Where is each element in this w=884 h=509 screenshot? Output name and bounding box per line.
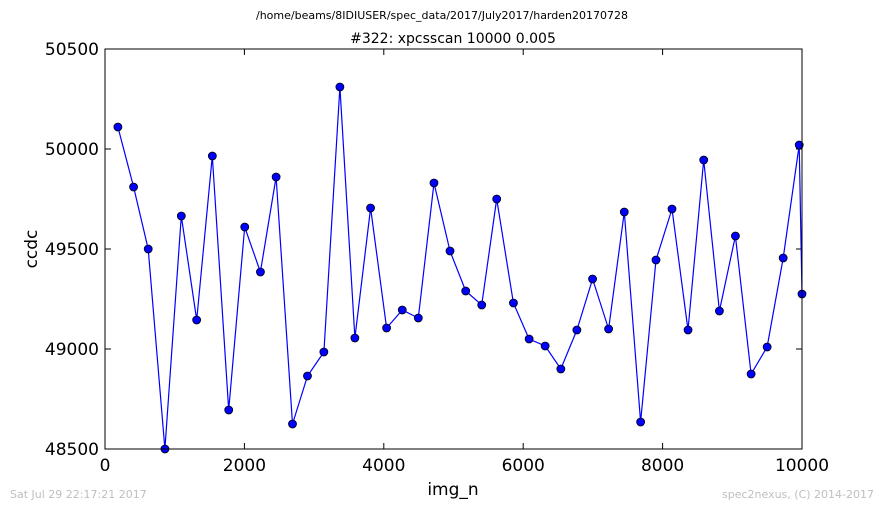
x-tick-label: 8000 [641, 456, 684, 476]
data-point [683, 325, 693, 335]
data-point [604, 324, 613, 334]
data-point [319, 347, 329, 357]
data-point [429, 178, 439, 188]
data-point [192, 315, 202, 325]
data-point [556, 364, 566, 374]
y-tick-label: 48500 [45, 440, 99, 460]
x-tick-label: 6000 [502, 456, 545, 476]
data-point [746, 369, 756, 379]
data-point [413, 313, 423, 323]
data-point [256, 267, 265, 277]
data-point [113, 122, 123, 132]
chart-title: #322: xpcsscan 10000 0.005 [350, 31, 556, 47]
data-point [445, 246, 455, 256]
data-point [731, 231, 740, 241]
data-point [240, 222, 250, 232]
y-tick-label: 49500 [45, 240, 99, 260]
data-point [778, 253, 788, 263]
y-tick-labels: 48500 49000 49500 50000 50500 [45, 40, 99, 460]
data-point [397, 305, 407, 315]
data-point [303, 371, 312, 381]
figure-suptitle: /home/beams/8IDIUSER/spec_data/2017/July… [256, 9, 628, 22]
y-tick-label: 50000 [45, 140, 99, 160]
series-markers [113, 82, 807, 454]
data-point [461, 286, 471, 296]
data-point [667, 204, 677, 214]
x-tick-labels: 0 2000 4000 6000 8000 10000 [100, 456, 829, 476]
data-point [350, 333, 360, 343]
data-point [540, 341, 550, 351]
data-point [651, 255, 661, 265]
data-point [524, 334, 534, 344]
data-point [588, 274, 597, 284]
data-point [477, 300, 487, 310]
data-point [715, 306, 724, 316]
x-tick-label: 4000 [362, 456, 405, 476]
data-point [335, 82, 345, 92]
data-point [794, 140, 804, 150]
data-point [271, 172, 281, 182]
series-line [117, 86, 803, 450]
data-point [176, 211, 186, 221]
footer-credit: spec2nexus, (C) 2014-2017 [722, 488, 874, 501]
data-point [224, 405, 234, 415]
x-tick-label: 2000 [223, 456, 266, 476]
data-point [636, 417, 646, 427]
x-tick-label: 10000 [775, 456, 829, 476]
data-point [492, 194, 502, 204]
data-point [366, 203, 375, 213]
data-point [699, 155, 709, 165]
data-point [572, 325, 582, 335]
data-point [129, 182, 138, 192]
plot-frame [104, 48, 803, 450]
y-axis-label: ccdc [22, 230, 42, 269]
data-point [509, 298, 518, 308]
data-point [143, 244, 153, 254]
data-point [382, 323, 391, 333]
data-point [619, 207, 629, 217]
data-point [207, 151, 217, 161]
data-point [288, 419, 297, 429]
x-tick-label: 0 [100, 456, 111, 476]
y-tick-label: 50500 [45, 40, 99, 60]
y-tick-label: 49000 [45, 340, 99, 360]
x-axis-label: img_n [427, 480, 478, 500]
data-point [762, 342, 772, 352]
footer-timestamp: Sat Jul 29 22:17:21 2017 [10, 488, 147, 501]
